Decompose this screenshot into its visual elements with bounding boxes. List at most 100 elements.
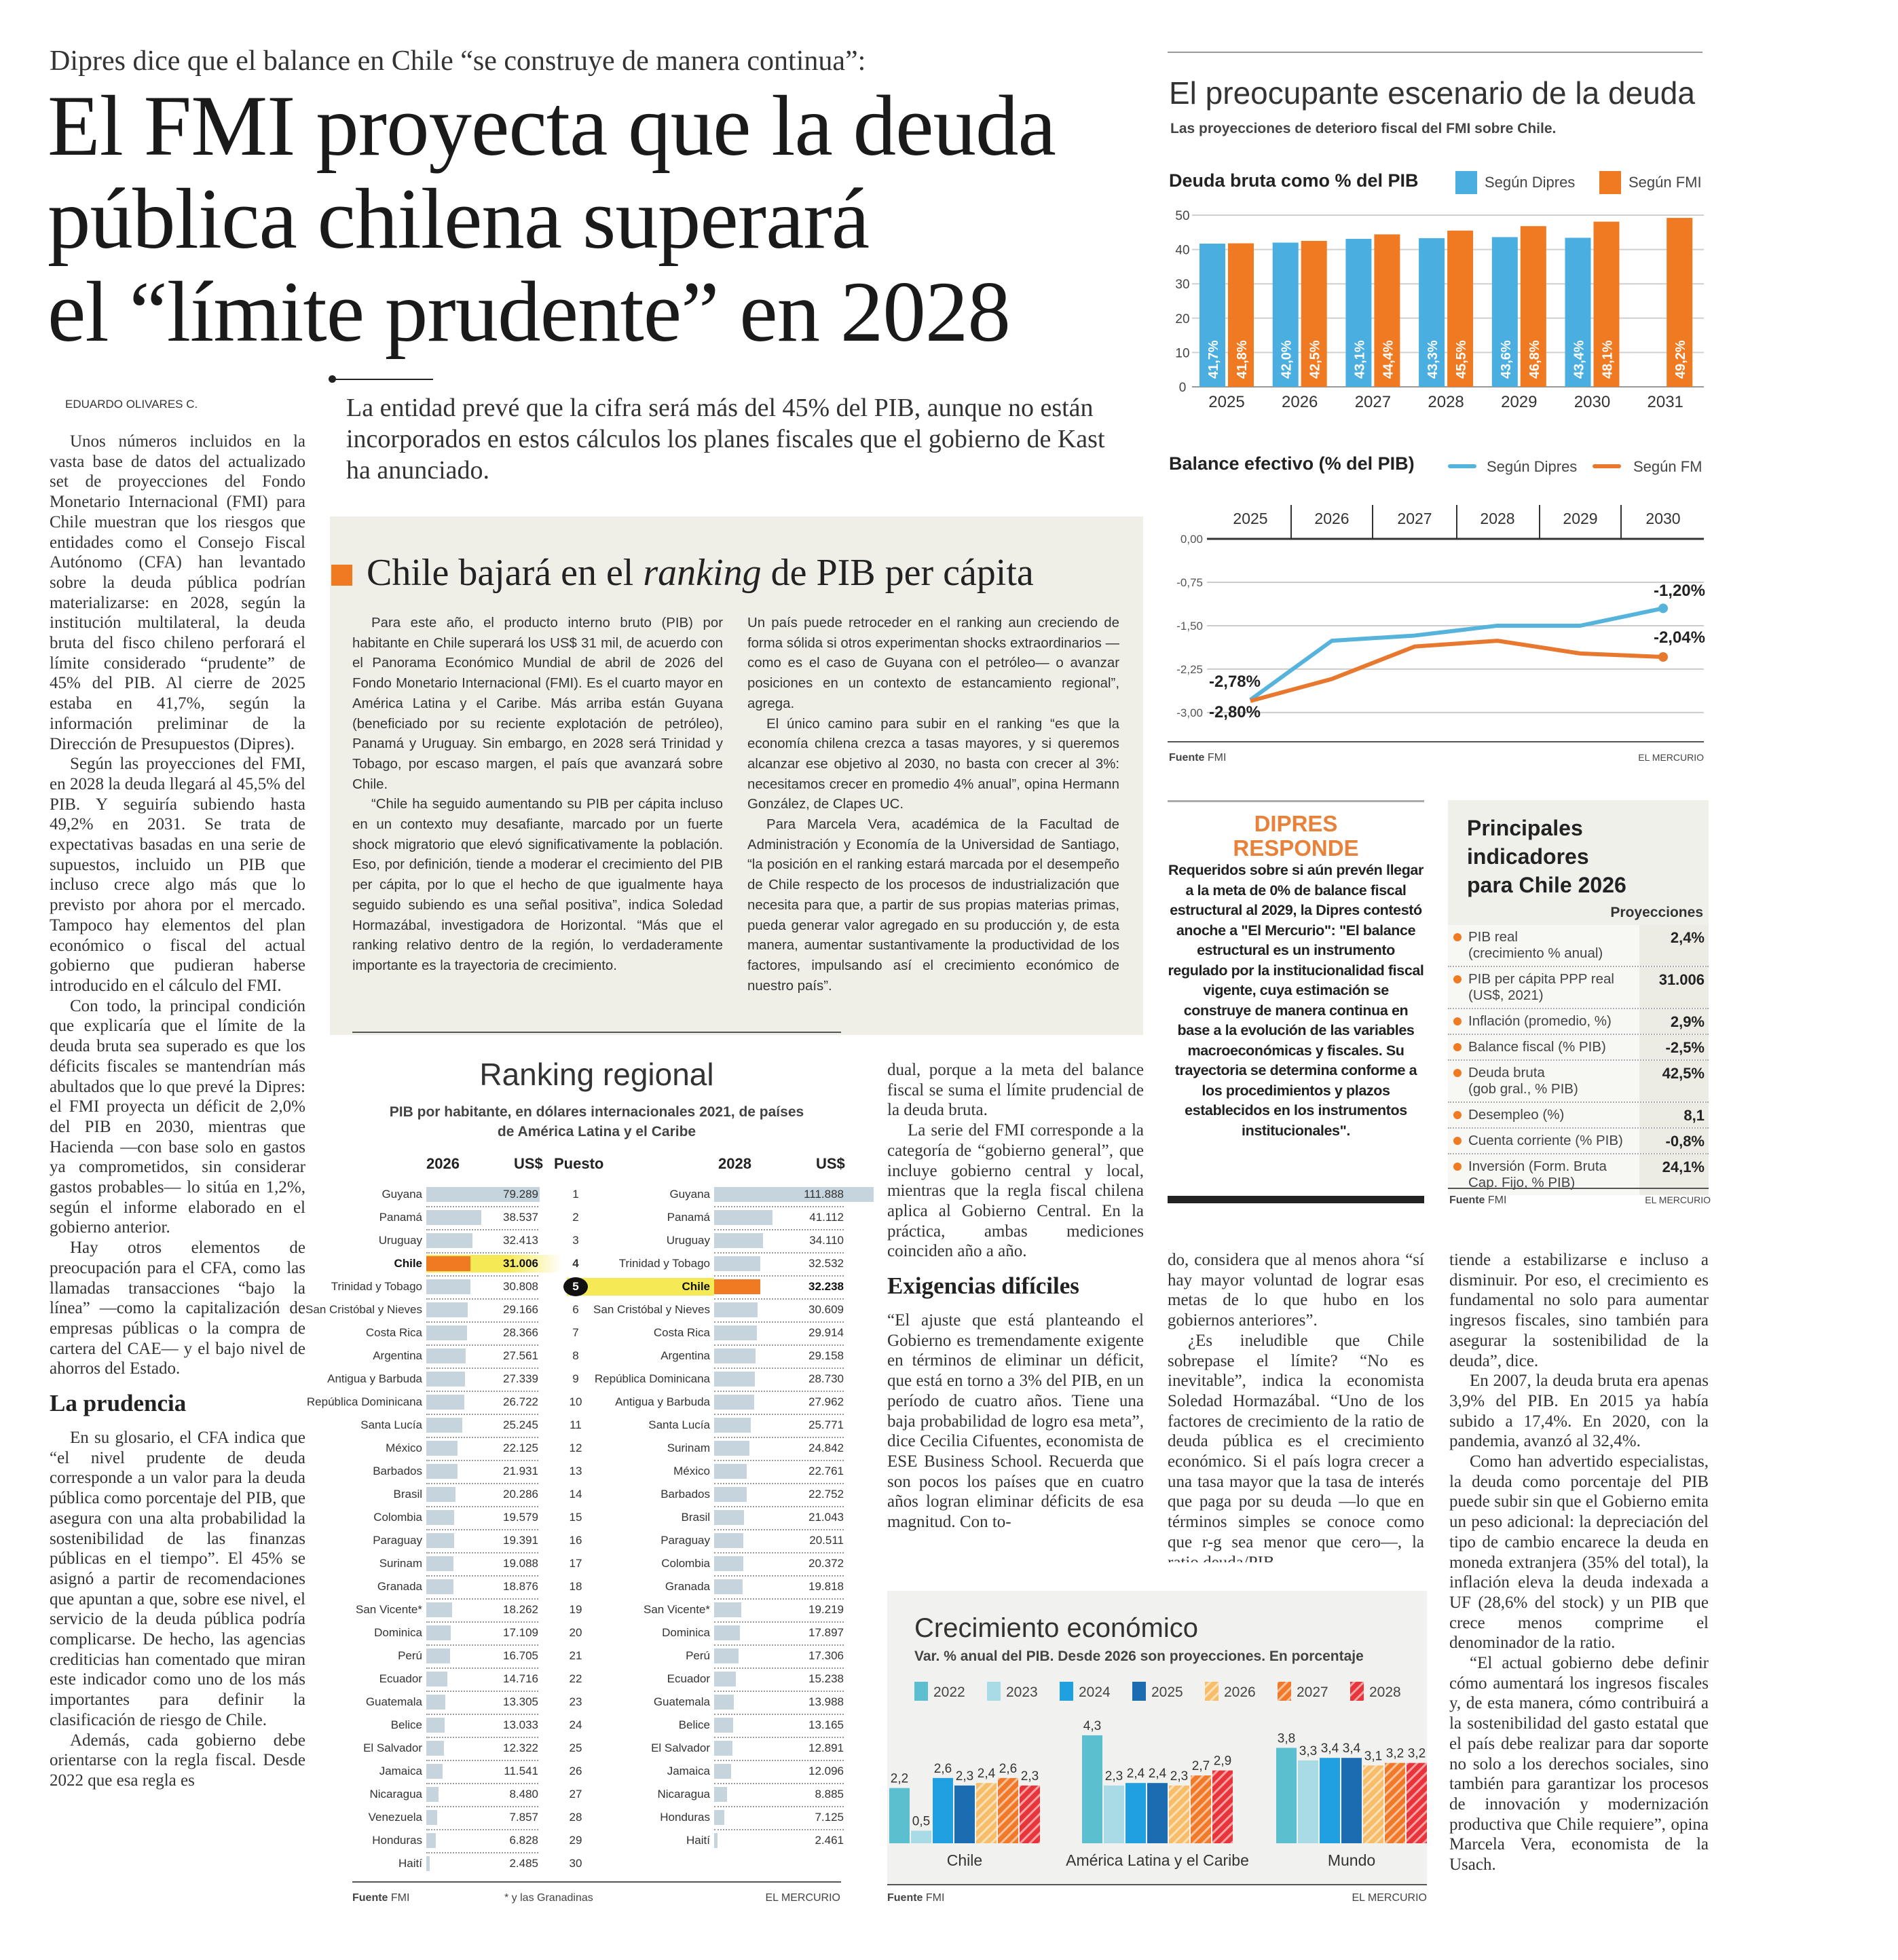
bar-value-label: 3,8 xyxy=(1278,1731,1295,1746)
row-separator xyxy=(426,1391,538,1392)
row-separator xyxy=(714,1483,844,1484)
country-name-2028: Brasil xyxy=(681,1511,710,1524)
indicator-label-cell: Inversión (Form. Bruta Cap. Fijo, % PIB) xyxy=(1448,1154,1639,1195)
bar-value-label: 3,2 xyxy=(1386,1747,1404,1761)
rank-number: 27 xyxy=(569,1788,582,1801)
legend-swatch xyxy=(1205,1682,1218,1701)
value-2026: 21.931 xyxy=(503,1465,538,1477)
deck: La entidad prevé que la cifra será más d… xyxy=(346,394,1105,485)
highlight-band xyxy=(567,1278,714,1296)
indicator-name: Desempleo (%) xyxy=(1468,1107,1565,1123)
bar xyxy=(1345,238,1372,387)
country-name-2028: Santa Lucía xyxy=(648,1418,710,1431)
headline-line: pública chilena superará xyxy=(48,172,870,267)
row-separator xyxy=(426,1829,538,1830)
annotation-label: -1,20% xyxy=(1654,582,1705,600)
country-name-2026: Chile xyxy=(394,1257,422,1270)
headline-line: El FMI proyecta que la deuda xyxy=(48,79,1056,174)
bar-value-label: 3,3 xyxy=(1299,1744,1317,1758)
paragraph: En 2007, la deuda bruta era apenas 3,9% … xyxy=(1449,1372,1709,1451)
row-separator xyxy=(426,1460,538,1461)
indicator-value: 2,9% xyxy=(1639,1009,1709,1034)
y-tick-label: -1,50 xyxy=(1176,620,1203,633)
indicator-label: PIB per cápita PPP real (US$, 2021) xyxy=(1468,971,1614,1004)
indicator-value: 8,1 xyxy=(1639,1103,1709,1127)
growth-source: Fuente FMI xyxy=(887,1892,944,1904)
country-name-2026: Perú xyxy=(398,1649,422,1662)
divider xyxy=(352,1032,841,1033)
row-separator xyxy=(714,1368,844,1369)
row-separator xyxy=(426,1437,538,1438)
indicator-value: -2,5% xyxy=(1639,1035,1709,1059)
country-name-2028: Perú xyxy=(686,1649,710,1662)
legend-label: 2023 xyxy=(1006,1684,1038,1700)
country-name-2026: Santa Lucía xyxy=(360,1418,422,1431)
indicator-name: Balance fiscal (% PIB) xyxy=(1468,1039,1606,1055)
country-name-2026: Surinam xyxy=(379,1557,422,1570)
indicator-sublabel: (US$, 2021) xyxy=(1468,987,1544,1003)
paragraph: tiende a estabilizarse e incluso a dismi… xyxy=(1449,1251,1709,1370)
country-name-2028: El Salvador xyxy=(651,1741,710,1754)
row-separator xyxy=(426,1344,538,1346)
rank-number: 18 xyxy=(569,1580,582,1593)
rank-number: 15 xyxy=(569,1511,582,1524)
country-name-2026: Panamá xyxy=(379,1211,422,1224)
balance-line-chart: 2025 2026 2027 2028 2029 2030 0,00 -0,75 -1,50 -2… xyxy=(1176,505,1705,721)
value-2028: 13.165 xyxy=(808,1718,844,1731)
row-separator xyxy=(426,1575,538,1577)
divider xyxy=(887,1884,1427,1885)
indicator-value: 24,1% xyxy=(1639,1154,1709,1195)
country-name-2026: Costa Rica xyxy=(365,1326,422,1339)
byline: EDUARDO OLIVARES C. xyxy=(65,398,198,411)
category-label: América Latina y el Caribe xyxy=(1066,1851,1249,1869)
bar-2026 xyxy=(426,1279,470,1294)
value-2026: 19.579 xyxy=(503,1511,538,1524)
rank-number: 23 xyxy=(569,1695,582,1708)
end-point-marker xyxy=(1658,603,1668,614)
legend-label: 2022 xyxy=(933,1684,965,1700)
bar-2026 xyxy=(426,1233,473,1248)
paragraph: Además, cada gobierno debe orientarse co… xyxy=(50,1731,305,1790)
bullet-icon xyxy=(1453,1137,1462,1145)
bar-2028 xyxy=(714,1533,744,1548)
body-column-4: tiende a estabilizarse e incluso a dismi… xyxy=(1449,1250,1709,1912)
value-2028: 17.897 xyxy=(808,1626,844,1639)
ranking-subtitle: PIB por habitante, en dólares internacio… xyxy=(352,1102,841,1142)
legend-swatch xyxy=(914,1682,928,1701)
row-separator xyxy=(714,1691,844,1692)
paragraph: dual, porque a la meta del balance fisca… xyxy=(887,1061,1144,1120)
row-separator xyxy=(714,1437,844,1438)
bar-value-label: 2,4 xyxy=(978,1767,996,1781)
bar-2028 xyxy=(714,1187,874,1202)
subtitle-line: de América Latina y el Caribe xyxy=(497,1124,696,1139)
value-2028: 19.219 xyxy=(808,1603,844,1616)
row-separator xyxy=(426,1552,538,1553)
subhead: Exigencias difíciles xyxy=(887,1273,1079,1300)
country-name-2026: Antigua y Barbuda xyxy=(327,1372,422,1385)
indicator-label-cell: Cuenta corriente (% PIB) xyxy=(1448,1129,1639,1153)
chart-title: Crecimiento económico xyxy=(914,1613,1198,1643)
ranking-title: Ranking regional xyxy=(479,1057,714,1092)
bar-2026 xyxy=(426,1556,454,1571)
bar-value-label: 2,3 xyxy=(1021,1769,1039,1784)
indicator-name: Inversión (Form. Bruta xyxy=(1468,1158,1607,1174)
country-name-2028: México xyxy=(673,1465,710,1477)
row-separator xyxy=(426,1275,538,1277)
bar-2028 xyxy=(714,1210,773,1225)
value-2026: 19.088 xyxy=(503,1557,538,1570)
bar-value-label: 42,0% xyxy=(1280,340,1295,379)
indicator-value: 42,5% xyxy=(1639,1061,1709,1101)
country-name-2026: Nicaragua xyxy=(369,1788,423,1801)
rank-number: 19 xyxy=(569,1603,582,1616)
bar xyxy=(1520,226,1546,387)
indicator-name: PIB real xyxy=(1468,929,1518,945)
bar-2026 xyxy=(426,1718,445,1733)
value-2028: 41.112 xyxy=(809,1211,844,1224)
legend-label: 2027 xyxy=(1297,1684,1328,1700)
x-tick-label: 2028 xyxy=(1480,510,1514,527)
row-separator xyxy=(714,1598,844,1600)
indicator-row: Inversión (Form. Bruta Cap. Fijo, % PIB) 2… xyxy=(1448,1154,1709,1195)
rank-number: 17 xyxy=(569,1557,582,1570)
legend-swatch xyxy=(1350,1682,1364,1701)
legend-line-fmi xyxy=(1593,464,1621,468)
